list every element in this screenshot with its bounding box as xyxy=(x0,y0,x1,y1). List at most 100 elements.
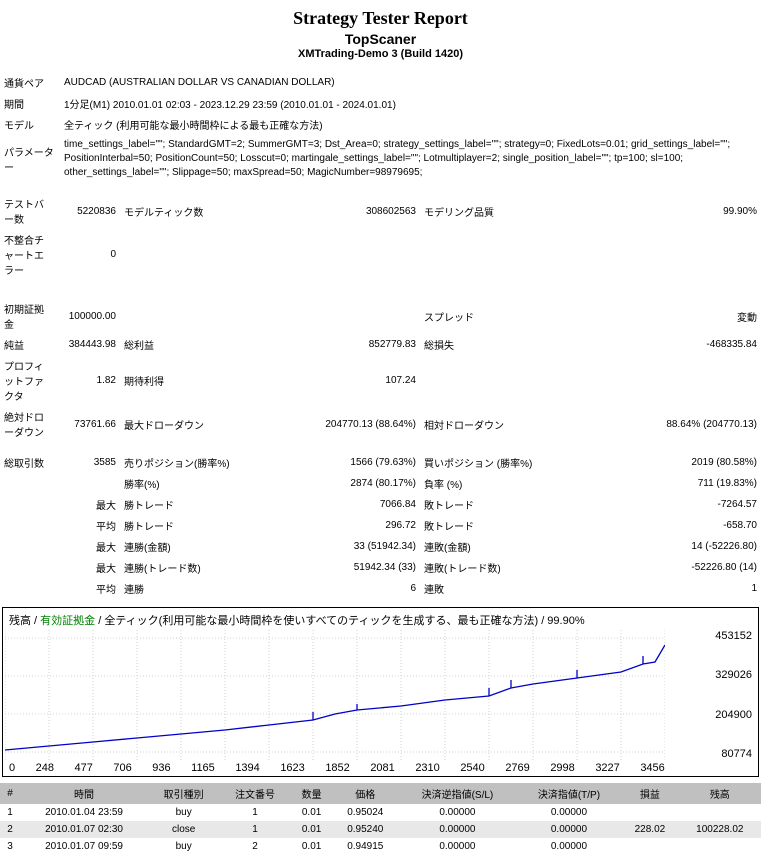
trades-header-cell: 時間 xyxy=(20,783,148,804)
x-tick-label: 2081 xyxy=(370,762,394,774)
max3b-value: -52226.80 (14) xyxy=(570,557,761,578)
trades-cell xyxy=(679,838,761,855)
max2b-value: 14 (-52226.80) xyxy=(570,536,761,557)
y-tick-label: 329026 xyxy=(715,669,752,681)
trades-cell: 0.00000 xyxy=(517,821,622,838)
max3b-label: 連敗(トレード数) xyxy=(420,557,570,578)
period-label: 期間 xyxy=(0,93,60,114)
model-value: 全ティック (利用可能な最小時間枠による最も正確な方法) xyxy=(60,114,761,135)
report-title: Strategy Tester Report xyxy=(0,8,761,29)
avg2a-value: 6 xyxy=(270,578,420,599)
trades-row: 12010.01.04 23:59buy10.010.950240.000000… xyxy=(0,804,761,821)
param-label: パラメーター xyxy=(0,135,60,183)
chart-x-axis: 0248477706936116513941623185220812310254… xyxy=(5,760,665,774)
max2a-value: 33 (51942.34) xyxy=(270,536,420,557)
trades-cell: 228.02 xyxy=(621,821,678,838)
deposit-value: 100000.00 xyxy=(50,298,120,334)
pf-label: プロフィットファクタ xyxy=(0,355,50,406)
rdd-label: 相対ドローダウン xyxy=(420,406,570,442)
x-tick-label: 1394 xyxy=(235,762,259,774)
bars-value: 5220836 xyxy=(50,193,120,229)
trades-cell: close xyxy=(148,821,219,838)
avg1b-label: 敗トレード xyxy=(420,515,570,536)
trades-cell xyxy=(679,804,761,821)
trades-cell: 0.01 xyxy=(291,838,333,855)
chart-svg xyxy=(5,630,665,760)
grossprofit-value: 852779.83 xyxy=(270,334,420,355)
trades-cell: 0.01 xyxy=(291,821,333,838)
avg2b-label: 連敗 xyxy=(420,578,570,599)
max1a-value: 7066.84 xyxy=(270,494,420,515)
avg2a-label: 連勝 xyxy=(120,578,270,599)
trades-header-cell: 取引種別 xyxy=(148,783,219,804)
trades-header-cell: # xyxy=(0,783,20,804)
trades-cell: 0.00000 xyxy=(517,804,622,821)
ticks-value: 308602563 xyxy=(270,193,420,229)
netprofit-label: 純益 xyxy=(0,334,50,355)
mdd-value: 204770.13 (88.64%) xyxy=(270,406,420,442)
trades-row: 22010.01.07 02:30close10.010.952400.0000… xyxy=(0,821,761,838)
x-tick-label: 2540 xyxy=(460,762,484,774)
add-value: 73761.66 xyxy=(50,406,120,442)
grossloss-value: -468335.84 xyxy=(570,334,761,355)
profit-trades-value: 2874 (80.17%) xyxy=(270,473,420,494)
short-pos-value: 1566 (79.63%) xyxy=(270,452,420,473)
trades-cell: 100228.02 xyxy=(679,821,761,838)
avg1-label: 平均 xyxy=(50,515,120,536)
max2b-label: 連敗(金額) xyxy=(420,536,570,557)
loss-trades-label: 負率 (%) xyxy=(420,473,570,494)
trades-header-cell: 決済指値(T/P) xyxy=(517,783,622,804)
x-tick-label: 477 xyxy=(75,762,93,774)
trades-cell: 2010.01.07 09:59 xyxy=(20,838,148,855)
loss-trades-value: 711 (19.83%) xyxy=(570,473,761,494)
avg1a-value: 296.72 xyxy=(270,515,420,536)
mismatch-label: 不整合チャートエラー xyxy=(0,229,50,280)
rdd-value: 88.64% (204770.13) xyxy=(570,406,761,442)
x-tick-label: 2998 xyxy=(550,762,574,774)
max2a-label: 連勝(金額) xyxy=(120,536,270,557)
chart-legend: 残高 / 有効証拠金 / 全ティック(利用可能な最小時間枠を使いすべてのティック… xyxy=(5,610,756,630)
long-pos-label: 買いポジション (勝率%) xyxy=(420,452,570,473)
ep-value: 107.24 xyxy=(270,355,420,406)
trades-header-row: #時間取引種別注文番号数量価格決済逆指値(S/L)決済指値(T/P)損益残高 xyxy=(0,783,761,804)
spread-label: スプレッド xyxy=(420,298,570,334)
trades-header-cell: 数量 xyxy=(291,783,333,804)
long-pos-value: 2019 (80.58%) xyxy=(570,452,761,473)
trades-cell: 0.00000 xyxy=(398,804,517,821)
trades-cell xyxy=(621,804,678,821)
x-tick-label: 2310 xyxy=(415,762,439,774)
param-value: time_settings_label=""; StandardGMT=2; S… xyxy=(60,135,761,183)
trades-header-cell: 残高 xyxy=(679,783,761,804)
trades-cell: 2010.01.04 23:59 xyxy=(20,804,148,821)
trades-cell: buy xyxy=(148,804,219,821)
max3a-label: 連勝(トレード数) xyxy=(120,557,270,578)
server-info: XMTrading-Demo 3 (Build 1420) xyxy=(0,48,761,60)
total-trades-value: 3585 xyxy=(50,452,120,473)
trades-cell: 0.95240 xyxy=(332,821,398,838)
x-tick-label: 3456 xyxy=(640,762,664,774)
symbol-value: AUDCAD (AUSTRALIAN DOLLAR VS CANADIAN DO… xyxy=(60,72,761,93)
max3a-value: 51942.34 (33) xyxy=(270,557,420,578)
total-trades-label: 総取引数 xyxy=(0,452,50,473)
ep-label: 期待利得 xyxy=(120,355,270,406)
y-tick-label: 204900 xyxy=(715,709,752,721)
chart-y-axis: 45315232902620490080774 xyxy=(715,630,752,760)
y-tick-label: 80774 xyxy=(715,748,752,760)
mdd-label: 最大ドローダウン xyxy=(120,406,270,442)
trades-header-cell: 注文番号 xyxy=(219,783,290,804)
max1a-label: 勝トレード xyxy=(120,494,270,515)
x-tick-label: 2769 xyxy=(505,762,529,774)
x-tick-label: 1165 xyxy=(191,762,215,774)
avg2b-value: 1 xyxy=(570,578,761,599)
avg1a-label: 勝トレード xyxy=(120,515,270,536)
max2-label: 最大 xyxy=(50,536,120,557)
equity-chart: 残高 / 有効証拠金 / 全ティック(利用可能な最小時間枠を使いすべてのティック… xyxy=(2,607,759,777)
period-value: 1分足(M1) 2010.01.01 02:03 - 2023.12.29 23… xyxy=(60,93,761,114)
trades-table: #時間取引種別注文番号数量価格決済逆指値(S/L)決済指値(T/P)損益残高 1… xyxy=(0,783,761,855)
trades-row: 32010.01.07 09:59buy20.010.949150.000000… xyxy=(0,838,761,855)
legend-balance: 残高 xyxy=(9,615,31,627)
ea-name: TopScaner xyxy=(0,31,761,47)
model-label: モデル xyxy=(0,114,60,135)
trades-cell: 1 xyxy=(219,804,290,821)
short-pos-label: 売りポジション(勝率%) xyxy=(120,452,270,473)
